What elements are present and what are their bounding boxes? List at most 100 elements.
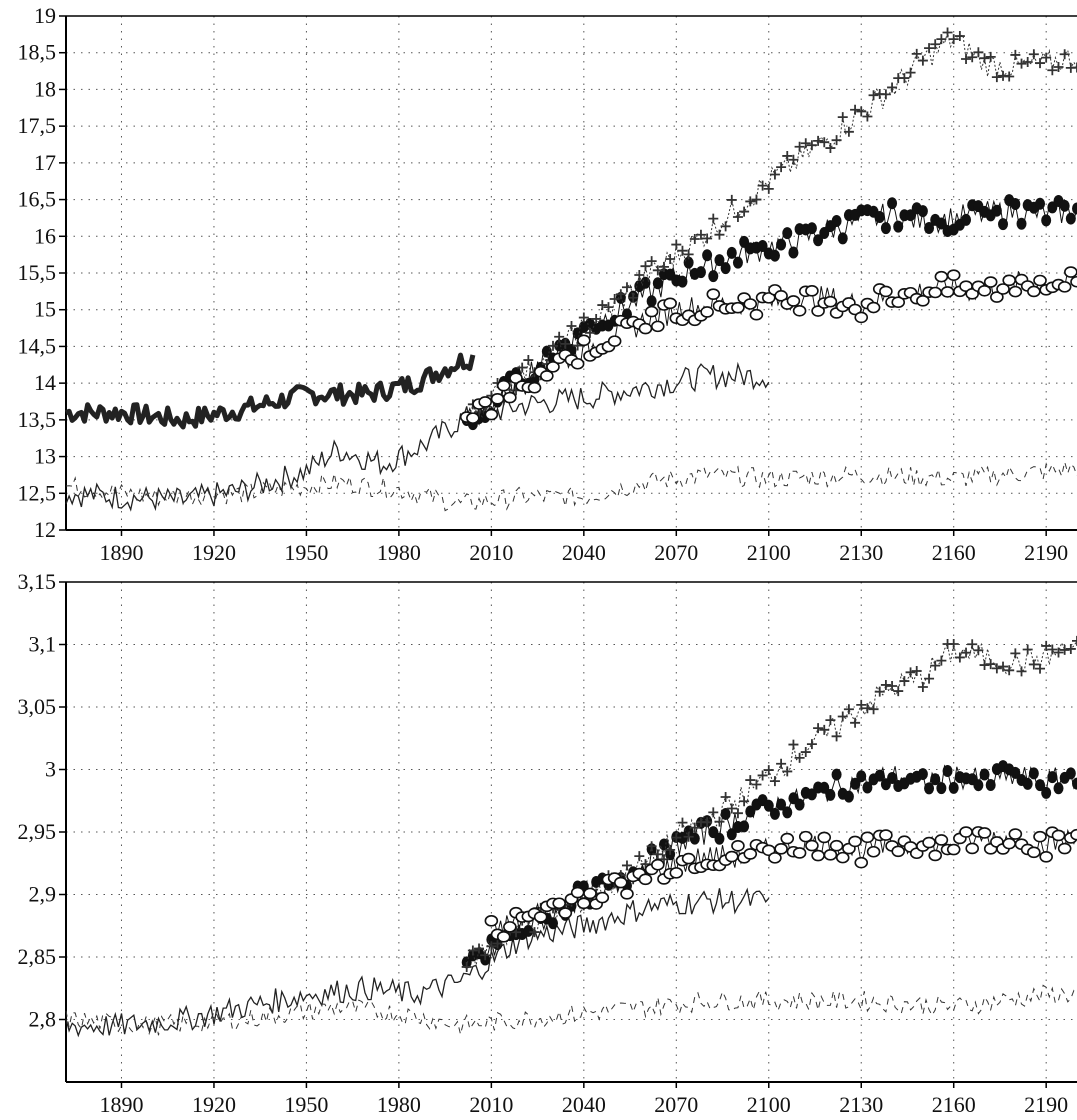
data-point — [843, 704, 854, 715]
x-tick-label: 2100 — [747, 540, 791, 565]
data-point — [731, 839, 745, 852]
data-point — [597, 300, 608, 311]
data-point — [677, 817, 688, 828]
data-point — [1022, 56, 1033, 67]
data-point — [850, 717, 861, 728]
data-point — [1041, 52, 1052, 63]
data-point — [936, 217, 947, 230]
data-point — [603, 302, 614, 313]
data-point — [665, 254, 676, 265]
data-point — [948, 34, 959, 45]
data-point — [977, 284, 992, 297]
data-point — [732, 211, 743, 222]
data-point — [763, 183, 774, 194]
data-point — [658, 261, 669, 272]
data-point — [484, 408, 499, 421]
x-tick-label: 1950 — [284, 540, 328, 565]
data-point — [879, 285, 893, 298]
data-point — [806, 140, 817, 151]
data-point — [467, 945, 478, 956]
data-point — [714, 229, 725, 240]
data-point — [523, 924, 534, 937]
data-point — [780, 832, 795, 845]
data-point — [924, 673, 935, 684]
data-point — [831, 215, 842, 228]
data-point — [973, 47, 984, 58]
data-point — [979, 660, 990, 671]
data-point — [1035, 58, 1046, 69]
data-point — [786, 295, 801, 307]
data-point — [998, 218, 1009, 231]
data-point — [702, 233, 713, 244]
data-point — [484, 915, 499, 927]
data-point — [911, 665, 922, 676]
data-point — [948, 639, 959, 650]
y-tick-label: 12,5 — [18, 480, 57, 505]
x-tick-label: 2160 — [932, 1092, 976, 1117]
data-point — [854, 856, 869, 869]
data-point — [621, 860, 632, 871]
data-point — [554, 331, 565, 342]
data-point — [967, 639, 978, 650]
data-point — [965, 842, 980, 855]
data-point — [792, 847, 807, 859]
data-point — [948, 781, 959, 794]
data-point — [1065, 767, 1076, 780]
x-tick-label: 1920 — [192, 540, 236, 565]
data-point — [776, 798, 787, 811]
data-point — [1041, 640, 1052, 651]
data-point — [708, 270, 719, 283]
data-point — [681, 852, 696, 865]
data-point — [644, 305, 659, 318]
data-point — [936, 655, 947, 666]
data-point — [1016, 217, 1027, 230]
data-point — [609, 294, 620, 305]
data-point — [1072, 635, 1077, 646]
data-point — [1035, 779, 1046, 792]
data-point — [1010, 198, 1021, 211]
x-tick-label: 2040 — [562, 1092, 606, 1117]
series-dashed — [65, 461, 1077, 512]
data-point — [1057, 281, 1072, 293]
data-point — [868, 704, 879, 715]
series-line — [64, 352, 476, 430]
data-point — [726, 194, 737, 205]
x-tick-label: 1950 — [284, 1092, 328, 1117]
data-point — [946, 843, 961, 856]
series-open-circle — [484, 826, 1077, 943]
data-point — [880, 679, 891, 690]
data-point — [924, 782, 935, 795]
data-point — [856, 699, 867, 710]
data-point — [566, 320, 577, 331]
data-point — [695, 229, 706, 240]
data-point — [757, 770, 768, 781]
data-point — [646, 841, 657, 852]
data-point — [805, 839, 819, 852]
data-point — [782, 150, 793, 161]
data-point — [862, 703, 873, 714]
y-tick-label: 14 — [34, 370, 56, 395]
data-point — [634, 269, 645, 280]
series-open-circle — [459, 266, 1077, 427]
data-point — [848, 835, 862, 848]
data-point — [917, 768, 928, 781]
data-point — [558, 907, 573, 919]
series-thin-solid — [65, 361, 770, 512]
data-point — [1028, 49, 1039, 60]
data-point — [1053, 61, 1064, 72]
data-point — [862, 111, 873, 122]
data-point — [905, 67, 916, 78]
data-point — [1072, 62, 1077, 73]
data-point — [1039, 851, 1053, 863]
x-tick-label: 2070 — [654, 1092, 698, 1117]
data-point — [887, 680, 898, 691]
data-point — [985, 659, 996, 670]
data-point — [509, 372, 523, 384]
data-point — [1047, 644, 1058, 655]
data-point — [1004, 71, 1015, 82]
data-point — [478, 396, 492, 408]
data-point — [651, 858, 665, 871]
series-thin-solid — [65, 887, 770, 1038]
data-point — [819, 724, 830, 735]
data-point — [856, 770, 867, 783]
